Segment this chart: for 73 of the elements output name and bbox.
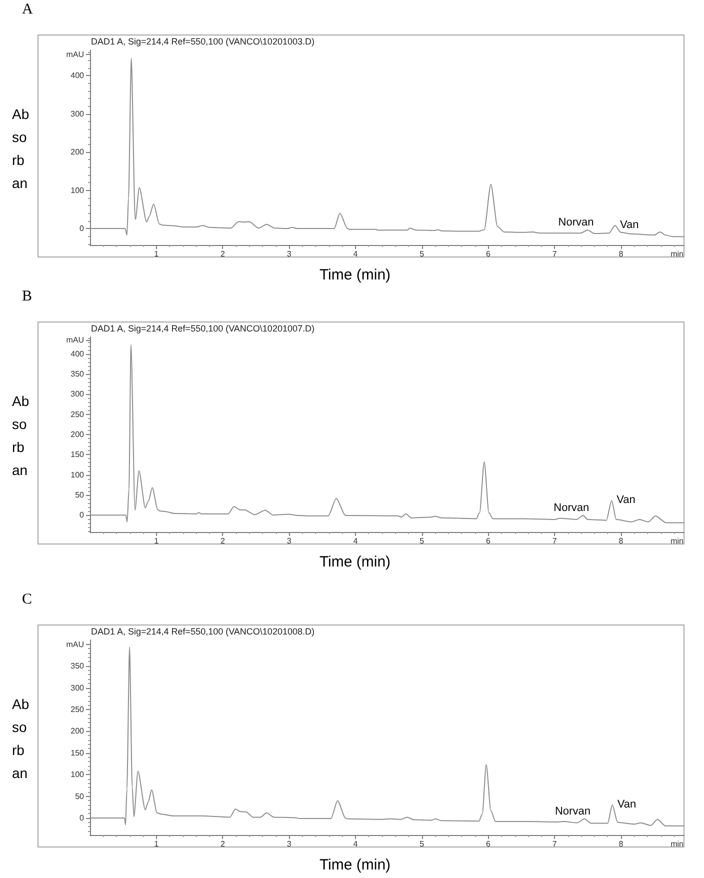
x-tick-label: 7 (552, 840, 558, 848)
annotation: Van (617, 798, 636, 811)
y-tick-label: 300 (70, 109, 85, 118)
line-series (90, 646, 684, 826)
y-tick-label: 150 (70, 450, 85, 460)
y-tick-label: 400 (70, 71, 85, 80)
x-tick-label: 4 (353, 250, 358, 258)
line-series (90, 344, 684, 524)
text: min (670, 250, 684, 258)
y-tick-label: 400 (70, 349, 85, 358)
chart-title: A (22, 2, 33, 18)
annotation: Norvan (554, 805, 590, 818)
x-tick-label: 6 (486, 536, 491, 546)
text: min (670, 536, 684, 546)
x-tick-label: 5 (420, 840, 425, 848)
x-tick-label: 1 (154, 250, 160, 258)
y-tick-label: 0 (80, 814, 85, 823)
chart-subtitle: DAD1 A, Sig=214,4 Ref=550,100 (VANCO\10201008.D) (91, 626, 314, 636)
x-axis-title: Time (min) (319, 554, 391, 570)
y-tick-label: mAU (66, 640, 84, 649)
annotation: Norvan (554, 502, 590, 514)
y-axis-title: Ab so rb an (12, 696, 30, 781)
x-tick-label: 2 (220, 840, 226, 848)
chart-subtitle: DAD1 A, Sig=214,4 Ref=550,100 (VANCO\10201003.D) (91, 36, 314, 46)
y-tick-label: mAU (66, 50, 84, 60)
x-tick-label: 6 (486, 840, 491, 848)
annotation: Van (616, 494, 636, 506)
y-tick-label: 300 (70, 683, 85, 692)
x-tick-label: 3 (286, 840, 292, 848)
x-tick-label: 6 (486, 250, 491, 258)
x-tick-label: 5 (420, 250, 425, 258)
y-tick-label: 200 (70, 726, 85, 736)
x-tick-label: 7 (552, 250, 558, 258)
y-tick-label: mAU (66, 335, 84, 344)
y-tick-label: 250 (70, 410, 85, 419)
x-axis-title: Time (min) (319, 856, 391, 874)
y-tick-label: 300 (70, 390, 85, 399)
chart-subtitle: DAD1 A, Sig=214,4 Ref=550,100 (VANCO\10201007.D) (91, 324, 314, 334)
y-tick-label: 350 (70, 370, 85, 379)
y-tick-label: 100 (70, 186, 85, 195)
chart-title: B (22, 288, 32, 304)
y-tick-label: 50 (75, 490, 85, 500)
x-tick-label: 2 (220, 536, 226, 546)
x-tick-label: 2 (220, 250, 226, 258)
x-tick-label: 3 (286, 536, 292, 546)
y-tick-label: 0 (80, 224, 85, 234)
chart-title: C (22, 592, 32, 608)
y-tick-label: 50 (75, 792, 85, 801)
x-tick-label: 1 (154, 536, 160, 546)
x-tick-label: 8 (618, 840, 624, 848)
y-axis-title: Ab so rb an (12, 393, 30, 478)
x-tick-label: 7 (552, 536, 558, 546)
x-tick-label: 1 (154, 840, 160, 848)
annotation: Norvan (558, 216, 594, 229)
y-tick-label: 200 (70, 430, 85, 439)
y-tick-label: 250 (70, 704, 85, 714)
y-tick-label: 150 (70, 748, 85, 758)
y-axis-title: Ab so rb an (12, 106, 30, 191)
y-tick-label: 100 (70, 770, 85, 780)
text: min (670, 840, 684, 848)
x-tick-label: 8 (618, 250, 624, 258)
x-tick-label: 8 (618, 536, 624, 546)
x-tick-label: 4 (353, 840, 358, 848)
annotation: Van (620, 219, 639, 231)
x-axis-title: Time (min) (319, 266, 391, 284)
y-tick-label: 100 (70, 470, 85, 480)
y-tick-label: 0 (80, 510, 85, 520)
x-tick-label: 3 (286, 250, 292, 258)
line-series (90, 58, 684, 238)
y-tick-label: 200 (70, 148, 85, 157)
y-tick-label: 350 (70, 662, 85, 671)
x-tick-label: 5 (420, 536, 425, 546)
x-tick-label: 4 (353, 536, 358, 546)
